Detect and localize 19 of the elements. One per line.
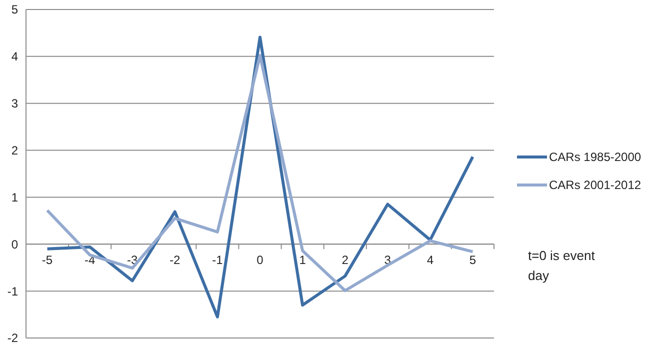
x-tick-label: -2 bbox=[170, 253, 181, 268]
y-tick-label: -1 bbox=[7, 284, 18, 298]
y-tick-label: 4 bbox=[11, 50, 18, 64]
legend-label: CARs 1985-2000 bbox=[549, 150, 642, 164]
x-tick-label: 2 bbox=[342, 253, 349, 268]
x-tick-label: -5 bbox=[42, 253, 53, 268]
y-tick-label: 3 bbox=[11, 96, 18, 111]
text: t=0 is event day bbox=[528, 248, 596, 283]
y-tick-label: 0 bbox=[11, 237, 18, 252]
x-tick-label: -1 bbox=[212, 253, 224, 268]
x-tick-label: 1 bbox=[299, 253, 306, 268]
x-tick-label: 0 bbox=[256, 253, 264, 268]
legend-label: CARs 2001-2012 bbox=[549, 178, 642, 192]
y-tick-label: 2 bbox=[11, 143, 18, 158]
x-tick-label: 4 bbox=[426, 253, 434, 268]
x-tick-label: 5 bbox=[469, 253, 476, 268]
y-tick-label: 1 bbox=[11, 190, 18, 204]
y-tick-label: 5 bbox=[11, 2, 18, 17]
y-tick-label: -2 bbox=[7, 331, 18, 346]
